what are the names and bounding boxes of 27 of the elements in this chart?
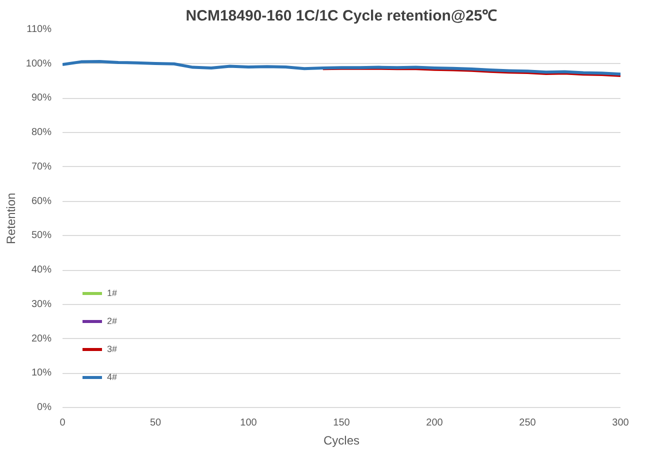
y-axis-title: Retention — [4, 192, 18, 244]
legend-label: 3# — [107, 344, 118, 354]
y-tick-label: 80% — [31, 127, 52, 138]
y-tick-label: 70% — [31, 161, 52, 172]
chart-title: NCM18490-160 1C/1C Cycle retention@25℃ — [186, 8, 498, 24]
legend-label: 1# — [107, 288, 118, 298]
x-tick-label: 100 — [240, 418, 258, 428]
y-tick-label: 10% — [31, 368, 52, 379]
line-series — [62, 60, 620, 76]
y-tick-label: 0% — [37, 402, 52, 413]
x-tick-label: 200 — [426, 418, 444, 428]
x-tick-label: 150 — [333, 418, 350, 428]
x-axis-title: Cycles — [323, 434, 360, 448]
y-tick-label: 50% — [31, 230, 52, 242]
x-tick-label: 300 — [612, 418, 630, 428]
y-tick-label: 30% — [31, 298, 52, 310]
legend-label: 4# — [107, 372, 118, 382]
y-tick-label: 40% — [31, 264, 52, 276]
y-tick-label: 100% — [26, 58, 52, 70]
y-tick-label: 60% — [31, 196, 52, 207]
x-tick-label: 0 — [60, 418, 66, 428]
y-tick-label: 90% — [31, 92, 52, 104]
legend-label: 2# — [107, 316, 118, 326]
x-tick-label: 250 — [519, 418, 536, 428]
x-tick-label: 50 — [150, 418, 162, 428]
y-tick-label: 20% — [31, 333, 52, 344]
y-tick-label: 110% — [26, 24, 52, 35]
